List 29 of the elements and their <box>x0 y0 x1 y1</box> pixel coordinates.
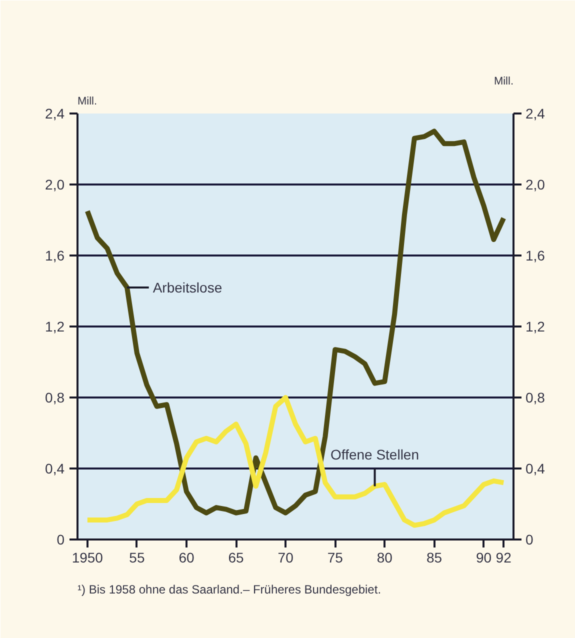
y-tick-label: 0,8 <box>45 390 65 406</box>
y-tick-label: 1,2 <box>45 318 65 334</box>
y2-axis-title: Mill. <box>494 76 514 88</box>
y2-tick-label: 2,0 <box>526 176 546 192</box>
x-tick-label: 1950 <box>72 550 104 566</box>
y2-tick-label: 0,8 <box>526 390 546 406</box>
y-tick-label: 0 <box>56 532 65 548</box>
y-tick-label: 2,4 <box>45 106 65 122</box>
y-tick-label: 2,0 <box>45 176 65 192</box>
text: ¹) Bis 1958 ohne das Saarland.– Früheres Bundesgebiet. <box>78 582 382 596</box>
x-tick-label: 92 <box>496 550 512 566</box>
y2-tick-label: 0,4 <box>526 460 546 476</box>
x-tick-label: 85 <box>426 550 442 566</box>
y2-tick-label: 1,6 <box>526 248 546 264</box>
x-tick-label: 75 <box>327 550 344 566</box>
x-tick-label: 55 <box>129 550 145 566</box>
x-tick-label: 80 <box>376 550 393 566</box>
x-tick-label: 65 <box>228 550 244 566</box>
x-tick-label: 60 <box>178 550 194 566</box>
y2-tick-label: 1,2 <box>526 318 546 334</box>
x-tick-label: 70 <box>278 550 294 566</box>
y2-tick-label: 0 <box>526 532 534 548</box>
y-tick-label: 0,4 <box>45 460 65 476</box>
x-tick-label: 90 <box>476 550 492 566</box>
annotation: Offene Stellen <box>330 446 420 462</box>
y2-tick-label: 2,4 <box>526 106 546 122</box>
y-tick-label: 1,6 <box>45 248 65 264</box>
annotation: Arbeitslose <box>152 279 222 296</box>
y-axis-title: Mill. <box>78 96 98 108</box>
